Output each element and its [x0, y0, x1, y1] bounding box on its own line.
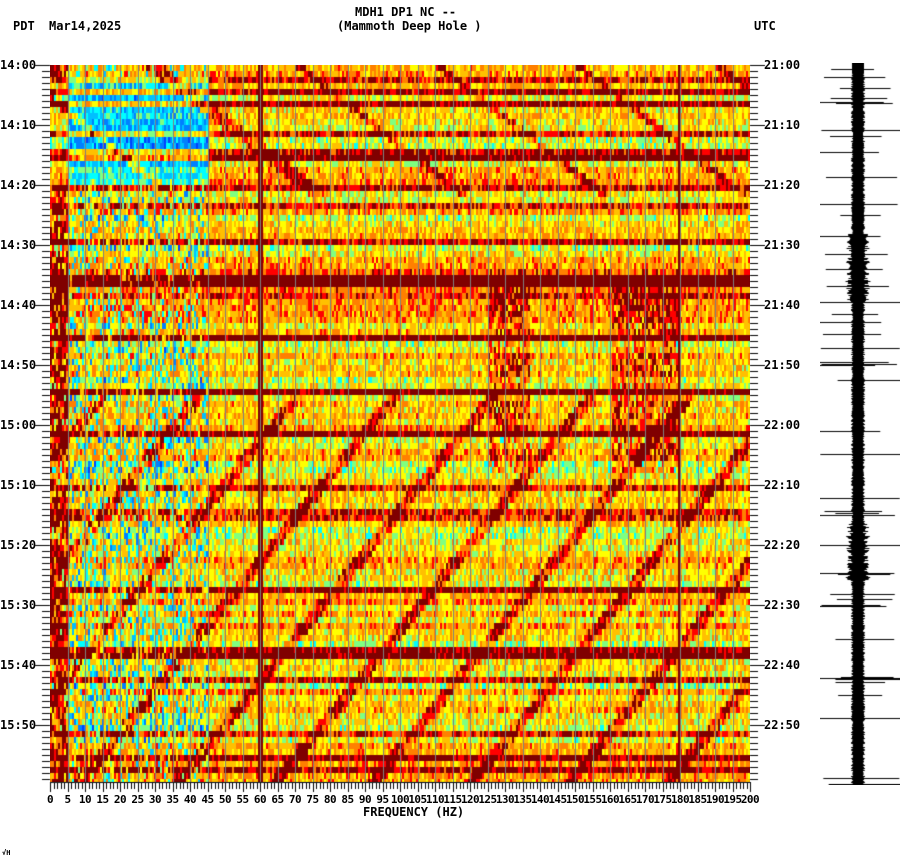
spectrogram-plot: [50, 65, 750, 782]
frequency-tick-label: 175: [653, 793, 672, 806]
right-time-label: 22:00: [764, 418, 801, 432]
frequency-tick-label: 30: [148, 793, 162, 806]
right-time-label: 21:50: [764, 358, 801, 372]
right-timezone: UTC: [754, 19, 776, 33]
frequency-tick-label: 110: [425, 793, 445, 806]
left-time-label: 15:10: [0, 478, 37, 492]
left-time-label: 15:20: [0, 538, 37, 552]
seismogram-trace: [820, 63, 900, 785]
frequency-tick-label: 170: [635, 793, 655, 806]
left-time-label: 15:40: [0, 658, 37, 672]
frequency-tick-label: 155: [583, 793, 602, 806]
date-label: Mar14,2025: [49, 19, 122, 33]
footer-mark: √H: [2, 849, 11, 857]
frequency-tick-label: 15: [96, 793, 109, 806]
frequency-tick-label: 35: [166, 793, 179, 806]
frequency-tick-label: 140: [530, 793, 550, 806]
frequency-tick-label: 90: [358, 793, 372, 806]
station-title: MDH1 DP1 NC --: [355, 5, 457, 19]
frequency-tick-label: 105: [408, 793, 427, 806]
frequency-tick-label: 135: [513, 793, 532, 806]
right-time-label: 22:30: [764, 598, 801, 612]
right-time-label: 21:30: [764, 238, 801, 252]
frequency-tick-label: 10: [78, 793, 92, 806]
frequency-tick-label: 95: [376, 793, 389, 806]
frequency-tick-label: 125: [478, 793, 497, 806]
left-time-label: 14:10: [0, 118, 37, 132]
left-timezone: PDT: [13, 19, 35, 33]
x-axis-label: FREQUENCY (HZ): [363, 805, 465, 819]
frequency-tick-label: 195: [723, 793, 742, 806]
frequency-tick-label: 200: [740, 793, 760, 806]
location-title: (Mammoth Deep Hole ): [337, 19, 482, 33]
right-time-label: 22:20: [764, 538, 801, 552]
frequency-tick-label: 60: [253, 793, 267, 806]
frequency-tick-label: 120: [460, 793, 480, 806]
frequency-tick-label: 50: [218, 793, 232, 806]
frequency-tick-label: 75: [306, 793, 319, 806]
left-time-label: 15:50: [0, 718, 37, 732]
frequency-tick-label: 45: [201, 793, 214, 806]
frequency-tick-label: 100: [390, 793, 410, 806]
frequency-tick-label: 20: [113, 793, 127, 806]
frequency-tick-label: 130: [495, 793, 515, 806]
frequency-tick-label: 65: [271, 793, 284, 806]
left-time-label: 14:50: [0, 358, 37, 372]
right-time-label: 22:10: [764, 478, 801, 492]
frequency-tick-label: 165: [618, 793, 637, 806]
left-time-label: 15:30: [0, 598, 37, 612]
frequency-tick-label: 40: [183, 793, 197, 806]
right-time-label: 21:10: [764, 118, 801, 132]
frequency-tick-label: 70: [288, 793, 302, 806]
right-time-label: 21:20: [764, 178, 801, 192]
frequency-tick-label: 0: [46, 793, 54, 806]
frequency-tick-label: 150: [565, 793, 585, 806]
frequency-tick-label: 145: [548, 793, 567, 806]
frequency-tick-label: 160: [600, 793, 620, 806]
frequency-tick-label: 80: [323, 793, 337, 806]
frequency-tick-label: 55: [236, 793, 249, 806]
frequency-tick-label: 85: [341, 793, 354, 806]
left-time-label: 15:00: [0, 418, 37, 432]
left-time-label: 14:30: [0, 238, 37, 252]
left-time-label: 14:40: [0, 298, 37, 312]
frequency-tick-label: 115: [443, 793, 462, 806]
left-time-label: 14:00: [0, 58, 37, 72]
right-time-label: 21:00: [764, 58, 801, 72]
right-time-label: 22:40: [764, 658, 801, 672]
frequency-tick-label: 185: [688, 793, 707, 806]
right-time-label: 21:40: [764, 298, 801, 312]
frequency-tick-label: 25: [131, 793, 144, 806]
left-time-label: 14:20: [0, 178, 37, 192]
frequency-tick-label: 190: [705, 793, 725, 806]
frequency-tick-label: 5: [64, 793, 71, 806]
right-time-label: 22:50: [764, 718, 801, 732]
frequency-tick-label: 180: [670, 793, 690, 806]
